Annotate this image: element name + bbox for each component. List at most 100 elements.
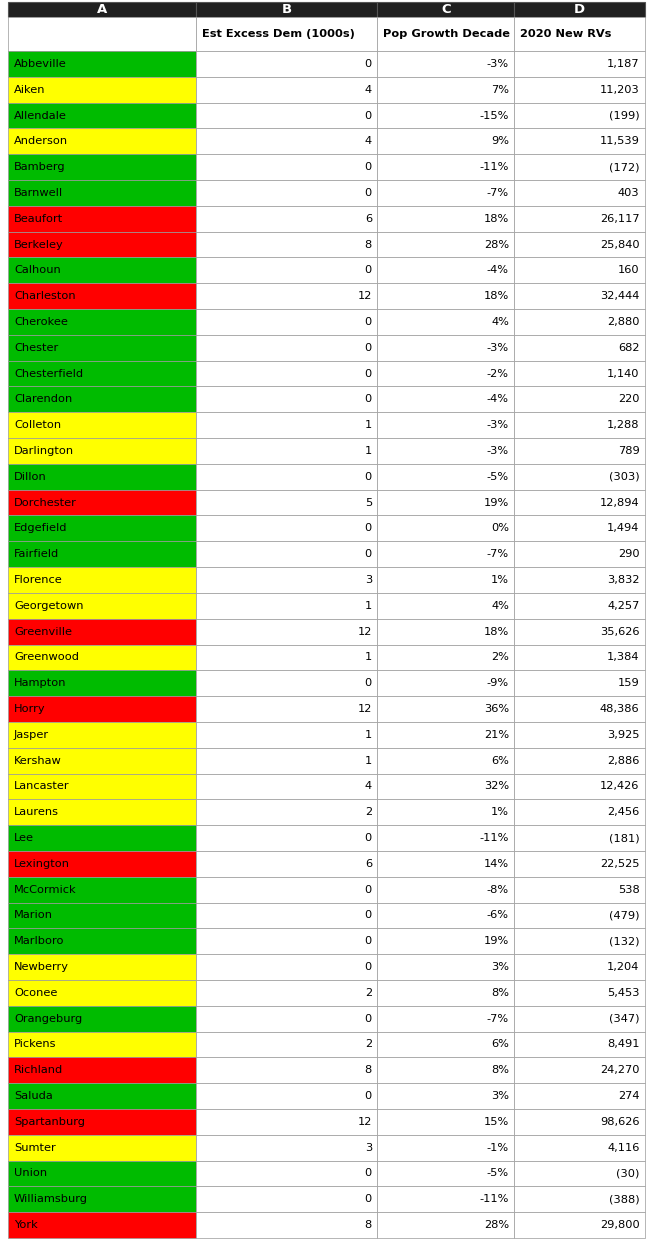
Bar bbox=[378, 1109, 514, 1135]
Text: Est Excess Dem (1000s): Est Excess Dem (1000s) bbox=[202, 30, 355, 40]
Bar bbox=[514, 387, 645, 412]
Text: Florence: Florence bbox=[14, 575, 63, 585]
Bar bbox=[196, 77, 378, 103]
Text: 0: 0 bbox=[365, 317, 372, 327]
Bar bbox=[378, 129, 514, 154]
Text: 24,270: 24,270 bbox=[600, 1065, 640, 1075]
Text: Dillon: Dillon bbox=[14, 471, 47, 482]
Text: 0: 0 bbox=[365, 549, 372, 559]
Bar bbox=[514, 800, 645, 825]
Text: 0: 0 bbox=[365, 962, 372, 972]
Bar bbox=[378, 954, 514, 980]
Text: York: York bbox=[14, 1220, 38, 1230]
Bar bbox=[514, 877, 645, 903]
Bar bbox=[196, 258, 378, 283]
Bar bbox=[8, 1161, 196, 1187]
Bar bbox=[196, 722, 378, 748]
Text: Oconee: Oconee bbox=[14, 988, 57, 998]
Bar bbox=[196, 490, 378, 516]
Bar bbox=[378, 748, 514, 774]
Text: -11%: -11% bbox=[480, 162, 509, 172]
Bar bbox=[196, 232, 378, 258]
Bar bbox=[514, 309, 645, 335]
Bar bbox=[378, 1084, 514, 1109]
Text: 21%: 21% bbox=[484, 730, 509, 740]
Bar bbox=[514, 954, 645, 980]
Text: A: A bbox=[97, 4, 107, 16]
Bar bbox=[8, 387, 196, 412]
Text: 2,880: 2,880 bbox=[607, 317, 640, 327]
Bar bbox=[514, 825, 645, 851]
Bar bbox=[514, 619, 645, 645]
Bar bbox=[8, 774, 196, 800]
Bar bbox=[514, 1058, 645, 1084]
Text: -9%: -9% bbox=[487, 678, 509, 688]
Text: Darlington: Darlington bbox=[14, 446, 74, 456]
Bar bbox=[514, 283, 645, 309]
Bar bbox=[378, 1058, 514, 1084]
Text: Chester: Chester bbox=[14, 342, 58, 352]
Bar bbox=[196, 671, 378, 696]
Bar bbox=[8, 567, 196, 593]
Text: (172): (172) bbox=[609, 162, 640, 172]
Text: 6%: 6% bbox=[491, 1039, 509, 1049]
Bar bbox=[8, 335, 196, 361]
Text: 98,626: 98,626 bbox=[600, 1117, 640, 1127]
Text: 0: 0 bbox=[365, 471, 372, 482]
Text: McCormick: McCormick bbox=[14, 884, 77, 894]
Bar bbox=[514, 232, 645, 258]
Bar bbox=[8, 1109, 196, 1135]
Bar bbox=[196, 748, 378, 774]
Bar bbox=[196, 1135, 378, 1161]
Text: 1: 1 bbox=[365, 446, 372, 456]
Text: 0: 0 bbox=[365, 265, 372, 275]
Bar bbox=[378, 309, 514, 335]
Bar bbox=[196, 593, 378, 619]
Bar bbox=[196, 903, 378, 929]
Text: 15%: 15% bbox=[484, 1117, 509, 1127]
Bar bbox=[196, 154, 378, 180]
Text: 4%: 4% bbox=[491, 601, 509, 611]
Text: 8%: 8% bbox=[491, 1065, 509, 1075]
Text: (303): (303) bbox=[609, 471, 640, 482]
Text: 682: 682 bbox=[618, 342, 640, 352]
Text: 2: 2 bbox=[365, 1039, 372, 1049]
Text: Lee: Lee bbox=[14, 833, 34, 843]
Text: Marlboro: Marlboro bbox=[14, 936, 64, 946]
Bar bbox=[378, 567, 514, 593]
Bar bbox=[514, 17, 645, 51]
Text: 0: 0 bbox=[365, 936, 372, 946]
Text: Cherokee: Cherokee bbox=[14, 317, 68, 327]
Text: Beaufort: Beaufort bbox=[14, 213, 63, 223]
Text: 0: 0 bbox=[365, 523, 372, 533]
Bar bbox=[514, 1135, 645, 1161]
Text: 9%: 9% bbox=[491, 136, 509, 146]
Text: 274: 274 bbox=[618, 1091, 640, 1101]
Bar bbox=[378, 722, 514, 748]
Text: 4: 4 bbox=[365, 84, 372, 94]
Text: 28%: 28% bbox=[484, 1220, 509, 1230]
Text: Abbeville: Abbeville bbox=[14, 60, 67, 69]
Bar bbox=[8, 825, 196, 851]
Bar bbox=[514, 1187, 645, 1213]
Bar bbox=[514, 1161, 645, 1187]
Text: 0: 0 bbox=[365, 678, 372, 688]
Text: 0: 0 bbox=[365, 368, 372, 378]
Bar bbox=[196, 542, 378, 567]
Text: -7%: -7% bbox=[487, 1013, 509, 1024]
Bar bbox=[8, 851, 196, 877]
Bar bbox=[8, 17, 196, 51]
Bar bbox=[196, 851, 378, 877]
Text: 3,832: 3,832 bbox=[607, 575, 640, 585]
Bar bbox=[378, 232, 514, 258]
Bar bbox=[378, 490, 514, 516]
Text: 12: 12 bbox=[358, 704, 372, 714]
Text: 8,491: 8,491 bbox=[607, 1039, 640, 1049]
Bar bbox=[378, 593, 514, 619]
Bar bbox=[378, 825, 514, 851]
Bar bbox=[378, 877, 514, 903]
Text: 3: 3 bbox=[365, 575, 372, 585]
Bar bbox=[378, 51, 514, 77]
Bar bbox=[514, 490, 645, 516]
Bar bbox=[8, 980, 196, 1006]
